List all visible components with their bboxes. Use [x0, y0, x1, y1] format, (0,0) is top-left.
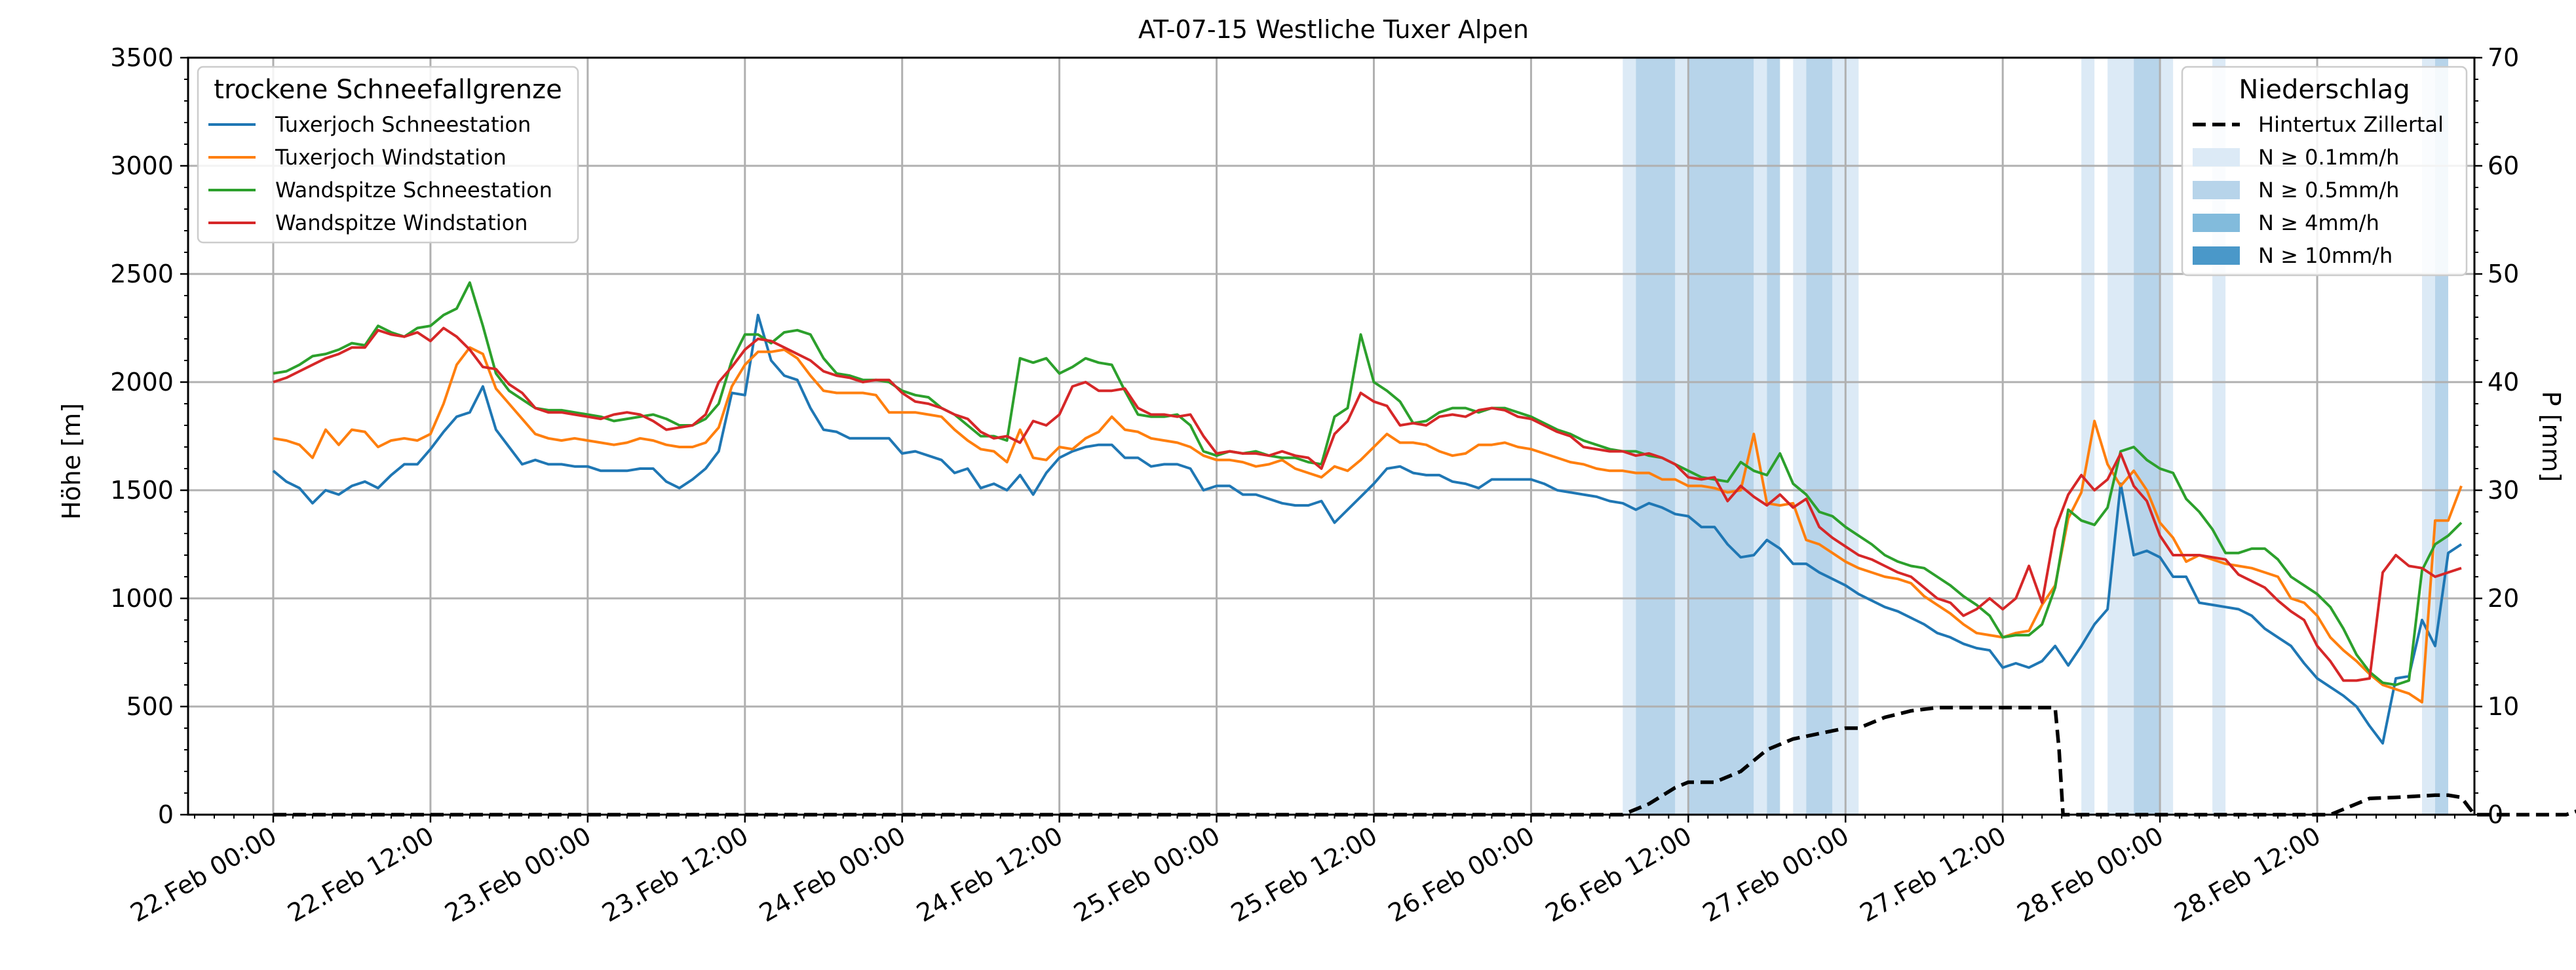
- y-tick-label: 500: [126, 692, 174, 721]
- legend-title: Niederschlag: [2239, 75, 2410, 105]
- precip-band: [1793, 58, 1807, 815]
- legend-swatch: [2193, 148, 2240, 166]
- series-line: [273, 326, 2462, 682]
- y2-tick-label: 60: [2488, 151, 2519, 180]
- y2-tick-label: 30: [2488, 476, 2519, 505]
- legend-label: N ≥ 0.5mm/h: [2258, 178, 2399, 203]
- legend-label: N ≥ 0.1mm/h: [2258, 145, 2399, 170]
- legend-swatch: [2193, 246, 2240, 265]
- legend-label: N ≥ 10mm/h: [2258, 243, 2393, 268]
- y2-tick-label: 50: [2488, 260, 2519, 288]
- series-line: [273, 281, 2463, 686]
- legend-precipitation: Niederschlag Hintertux Zillertal N ≥ 0.1mm…: [2181, 66, 2468, 277]
- y-tick-label: 3500: [110, 43, 174, 72]
- y-tick-label: 1000: [110, 584, 174, 613]
- legend-label: Tuxerjoch Schneestation: [275, 112, 531, 137]
- legend-label: N ≥ 4mm/h: [2258, 210, 2379, 235]
- precip-band: [1806, 58, 1833, 815]
- precip-band: [1754, 58, 1767, 815]
- precip-band: [1623, 58, 1636, 815]
- y-tick-label: 2500: [110, 260, 174, 288]
- legend-swatch: [2193, 181, 2240, 199]
- precip-band: [1675, 58, 1689, 815]
- legend-label: Hintertux Zillertal: [2258, 112, 2444, 137]
- precip-band: [2081, 58, 2095, 815]
- precip-band: [2160, 58, 2174, 815]
- series-line: [272, 313, 2463, 745]
- precip-line: [273, 705, 2576, 817]
- y2-tick-label: 0: [2488, 800, 2503, 829]
- precip-band: [2107, 58, 2134, 815]
- plot-frame: [187, 56, 2476, 816]
- legend-label: Wandspitze Schneestation: [275, 178, 552, 203]
- legend-box: [197, 66, 579, 244]
- y2-tick-label: 20: [2488, 584, 2519, 613]
- y2-tick-label: 70: [2488, 43, 2519, 72]
- y2-axis-label: P [mm]: [2537, 391, 2566, 482]
- legend-label: Tuxerjoch Windstation: [275, 145, 507, 170]
- legend-swatch: [2193, 214, 2240, 232]
- legend-box: [2181, 66, 2468, 277]
- y-tick-label: 0: [158, 800, 174, 829]
- legend-title: trockene Schneefallgrenze: [214, 75, 562, 105]
- precip-band: [2134, 58, 2161, 815]
- chart-title: AT-07-15 Westliche Tuxer Alpen: [1138, 15, 1529, 44]
- y2-tick-label: 10: [2488, 692, 2519, 721]
- y-tick-label: 1500: [110, 476, 174, 505]
- y-axis-label: Höhe [m]: [57, 403, 86, 520]
- legend-label: Wandspitze Windstation: [275, 210, 528, 235]
- y2-tick-label: 40: [2488, 368, 2519, 397]
- series-line: [273, 346, 2463, 704]
- legend-snowline: trockene Schneefallgrenze Tuxerjoch Schne…: [197, 66, 579, 244]
- precip-band: [1767, 58, 1780, 815]
- precip-band: [1636, 58, 1676, 815]
- y-tick-label: 3000: [110, 151, 174, 180]
- y-tick-label: 2000: [110, 368, 174, 397]
- precip-band: [1688, 58, 1754, 815]
